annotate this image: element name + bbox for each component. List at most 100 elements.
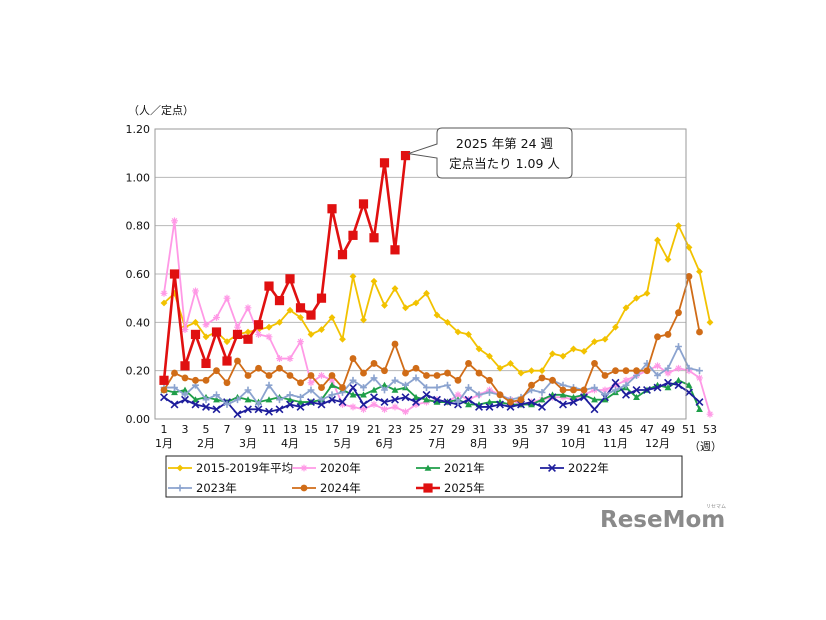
data-point (264, 281, 274, 291)
legend-label: 2025年 (444, 481, 485, 495)
data-point (590, 405, 599, 414)
y-tick-label: 1.00 (126, 171, 151, 184)
data-point (465, 401, 472, 408)
data-point (244, 328, 252, 336)
data-point (580, 393, 588, 402)
data-point (633, 367, 640, 375)
data-point (295, 303, 306, 313)
data-point (265, 323, 273, 331)
data-point (391, 403, 399, 411)
data-point (360, 405, 367, 413)
data-point (685, 244, 693, 251)
data-point (570, 393, 577, 400)
data-point (591, 338, 598, 346)
data-point (328, 372, 336, 379)
data-point (664, 384, 672, 391)
data-point (570, 345, 577, 353)
data-point (622, 367, 630, 375)
data-point (286, 391, 294, 399)
data-point (465, 360, 472, 367)
data-point (538, 367, 546, 375)
data-point (381, 381, 388, 388)
data-point (601, 391, 609, 399)
data-point (297, 393, 304, 401)
x-tick-label: 1 (161, 423, 168, 436)
legend-swatch-marker (300, 464, 308, 472)
x-tick-label: 17 (325, 423, 339, 436)
data-point (339, 384, 346, 391)
data-point (654, 372, 661, 379)
data-point (517, 396, 525, 404)
data-point (211, 327, 222, 337)
data-point (255, 401, 262, 408)
data-point (601, 396, 609, 403)
data-point (307, 398, 315, 407)
data-point (423, 384, 430, 391)
data-point (202, 402, 210, 411)
data-point (348, 230, 358, 240)
data-point (633, 294, 640, 302)
data-point (464, 395, 473, 404)
data-point (433, 311, 441, 319)
legend-label: 2022年 (568, 461, 609, 475)
month-label: 10月 (561, 437, 586, 450)
legend-label: 2023年 (196, 481, 237, 495)
data-point (496, 391, 504, 399)
data-point (202, 376, 210, 384)
data-point (360, 316, 367, 324)
resemom-logo: ReseMom リセマム (600, 504, 726, 533)
y-tick-label: 0.00 (126, 413, 151, 426)
data-point (390, 245, 400, 255)
axes: 0.000.200.400.600.801.001.201 3 5 7 9 11 13 15 1… (126, 123, 718, 450)
data-point (180, 361, 190, 371)
x-axis-unit: （週） (689, 440, 722, 453)
data-point (234, 357, 241, 365)
data-point (559, 400, 567, 409)
data-point (265, 372, 273, 379)
data-point (276, 364, 283, 372)
data-point (685, 381, 693, 388)
data-point (528, 381, 535, 389)
data-point (253, 320, 264, 330)
data-point (328, 391, 336, 399)
data-point (370, 386, 378, 393)
series-line (163, 275, 701, 403)
data-point (444, 381, 451, 389)
data-point (171, 389, 178, 396)
data-point (400, 150, 411, 161)
data-point (192, 287, 199, 295)
annotation-line-2: 定点当たり 1.09 人 (449, 156, 560, 171)
data-point (569, 398, 578, 407)
data-point (202, 396, 210, 404)
x-tick-label: 25 (409, 423, 423, 436)
data-point (612, 381, 619, 389)
data-point (317, 400, 326, 409)
x-tick-label: 33 (493, 423, 507, 436)
data-point (212, 405, 221, 414)
data-point (318, 326, 325, 333)
x-tick-label: 41 (577, 423, 591, 436)
data-point (349, 403, 357, 411)
legend-swatch-marker (424, 464, 432, 471)
data-point (486, 376, 493, 384)
data-point (349, 376, 357, 384)
data-point (412, 401, 420, 408)
data-point (580, 347, 588, 355)
data-point (465, 331, 472, 338)
data-point (244, 372, 252, 379)
data-point (443, 398, 452, 407)
x-tick-label: 7 (224, 423, 231, 436)
annotation-callout: 2025 年第 24 週 定点当たり 1.09 人 (408, 127, 573, 179)
data-point (507, 360, 514, 367)
data-point (412, 393, 420, 400)
data-point (601, 372, 609, 379)
data-point (496, 400, 504, 409)
data-point (171, 217, 178, 225)
data-point (160, 289, 168, 297)
data-point (402, 304, 409, 312)
month-label: 6月 (376, 437, 394, 450)
data-point (285, 274, 295, 284)
data-point (244, 396, 252, 403)
data-point (192, 318, 199, 326)
series-line (163, 379, 701, 410)
